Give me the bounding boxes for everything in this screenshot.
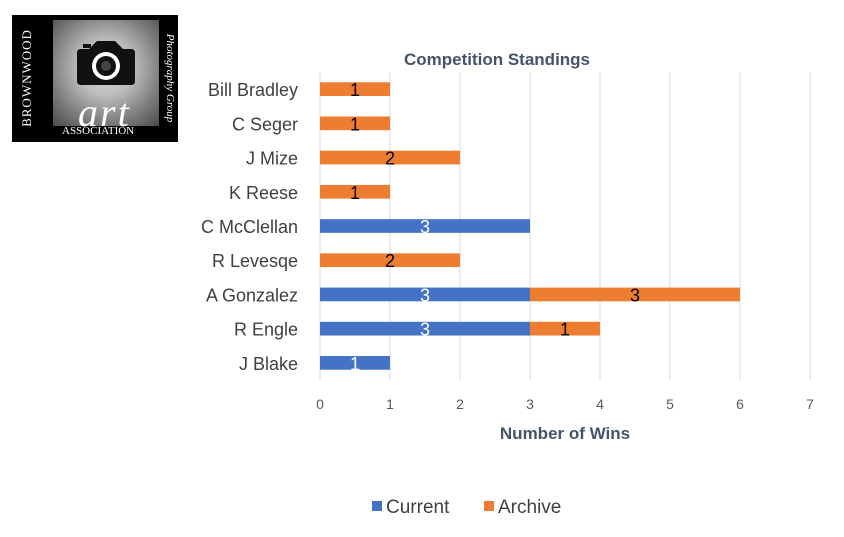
chart-title: Competition Standings [404, 50, 590, 69]
logo-sub-text: ASSOCIATION [62, 125, 135, 137]
x-tick-label: 5 [666, 396, 674, 412]
x-tick-label: 1 [386, 396, 394, 412]
bar-current [320, 356, 390, 370]
data-label: 3 [420, 217, 430, 237]
legend-swatch-current [372, 501, 382, 511]
category-labels: Bill Bradley C Seger J Mize K Reese C McClel… [201, 80, 298, 374]
category-label: J Mize [246, 149, 298, 169]
category-label: R Levesqe [212, 251, 298, 271]
data-label: 2 [385, 251, 395, 271]
data-label: 1 [350, 114, 360, 134]
data-label: 1 [350, 80, 360, 100]
category-label: R Engle [234, 320, 298, 340]
x-tick-label: 2 [456, 396, 464, 412]
data-label: 3 [630, 285, 640, 305]
bar-archive [320, 116, 390, 131]
x-tick-label: 4 [596, 396, 604, 412]
x-tick-label: 7 [806, 396, 814, 412]
camera-icon [77, 41, 135, 85]
data-label: 3 [420, 285, 430, 305]
bar-archive [320, 184, 390, 199]
category-label: C McClellan [201, 217, 298, 237]
category-label: C Seger [232, 114, 298, 134]
brownwood-art-association-logo: BROWNWOOD art ASSOCIATION Photography Gr… [12, 15, 178, 142]
category-label: A Gonzalez [206, 285, 298, 305]
legend-label-archive: Archive [498, 497, 561, 518]
logo-main-text: art [78, 90, 131, 135]
bar-archive [320, 82, 390, 96]
category-label: J Blake [239, 354, 298, 374]
chart-legend: Current Archive [372, 497, 561, 518]
x-tick-label: 3 [526, 396, 534, 412]
category-label: Bill Bradley [208, 80, 298, 100]
x-tick-label: 0 [316, 396, 324, 412]
x-tick-labels: 0 1 2 3 4 5 6 7 [316, 396, 814, 412]
category-label: K Reese [229, 183, 298, 203]
data-label: 1 [350, 354, 360, 374]
bar-current [320, 219, 530, 233]
bar-current [320, 287, 530, 302]
bar-current [320, 321, 530, 336]
bar-archive [320, 253, 460, 268]
bar-archive [530, 287, 740, 302]
data-label: 1 [350, 183, 360, 203]
bar-archive [530, 321, 600, 336]
data-label: 2 [385, 149, 395, 169]
x-tick-label: 6 [736, 396, 744, 412]
bar-series: 1 1 2 1 3 2 3 3 3 1 1 [320, 80, 740, 374]
legend-swatch-archive [484, 501, 494, 511]
data-label: 1 [560, 320, 570, 340]
legend-label-current: Current [386, 497, 450, 518]
x-axis-label: Number of Wins [500, 424, 630, 443]
data-label: 3 [420, 320, 430, 340]
bar-archive [320, 150, 460, 165]
